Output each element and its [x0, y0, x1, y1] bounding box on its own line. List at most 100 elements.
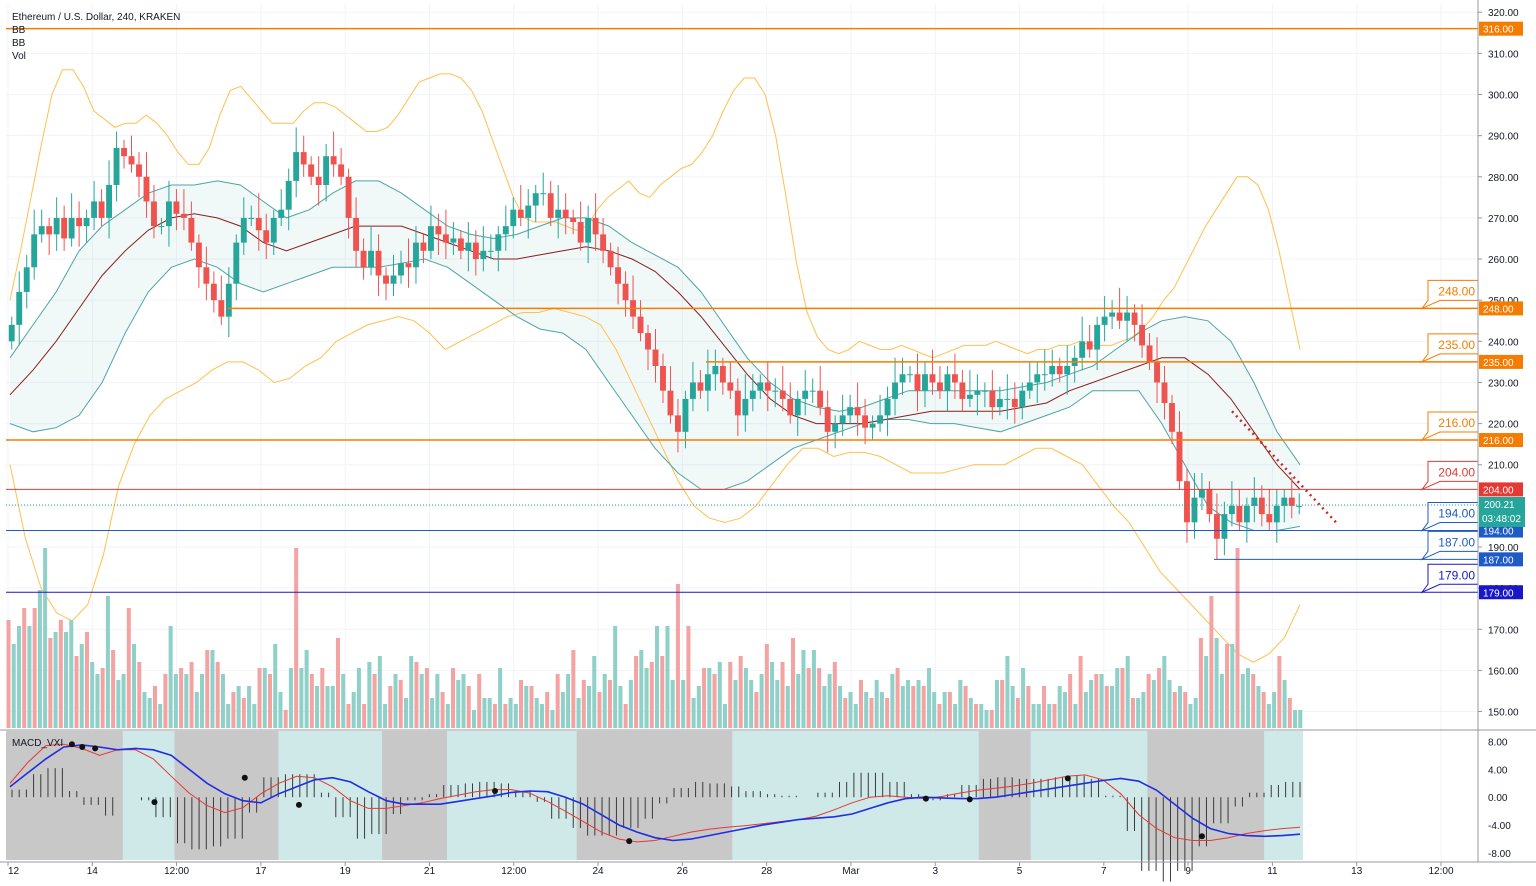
volume-bar: [1010, 686, 1015, 728]
candle-body: [1086, 341, 1093, 350]
candle-body: [143, 176, 150, 202]
candle-body: [113, 147, 120, 185]
candle-body: [951, 374, 958, 383]
candle-body: [413, 242, 419, 268]
candle-body: [839, 415, 846, 424]
volume-bar: [1089, 680, 1094, 728]
volume-bar: [775, 680, 780, 728]
time-tick-label: 7: [1101, 866, 1107, 877]
volume-bar: [1256, 686, 1261, 728]
candle-body: [622, 283, 629, 301]
volume-bar: [864, 692, 869, 728]
time-tick-label: 19: [340, 866, 352, 877]
volume-bar: [550, 710, 555, 728]
candle-body: [1116, 312, 1123, 321]
candle-body: [540, 193, 547, 195]
candle-body: [1206, 489, 1213, 515]
volume-bar: [749, 680, 754, 728]
volume-bar: [529, 686, 534, 728]
candle-body: [46, 226, 53, 235]
current-price-text: 200.21: [1484, 500, 1515, 511]
candle-body: [91, 201, 98, 218]
volume-bar: [1198, 638, 1203, 728]
legend-bb-1: BB: [12, 25, 26, 36]
bb-inner-upper: [9, 180, 1301, 465]
volume-bar: [738, 656, 743, 728]
volume-bar: [953, 704, 958, 728]
volume-bar: [759, 674, 764, 728]
volume-bar: [419, 674, 424, 728]
macd-cross-dot: [492, 787, 499, 794]
volume-bar: [79, 644, 84, 728]
volume-bar: [984, 710, 989, 728]
volume-bar: [1146, 674, 1151, 728]
candle-body: [757, 382, 764, 391]
price-badge-bg: [1479, 21, 1523, 36]
time-tick-label: 11: [1267, 866, 1278, 877]
volume-bar: [1047, 704, 1052, 728]
candle-body: [330, 156, 337, 165]
volume-bar: [885, 698, 890, 728]
candle-body: [225, 283, 232, 317]
volume-bar: [555, 674, 560, 728]
time-tick-label: 24: [592, 866, 604, 877]
candle-body: [158, 226, 165, 228]
candle-body: [255, 217, 262, 231]
volume-bar: [377, 656, 382, 728]
time-tick-label: 12: [8, 866, 20, 877]
candle-body: [966, 394, 973, 399]
volume-bar: [1183, 692, 1188, 728]
price-tick-label: 240.00: [1488, 337, 1519, 348]
volume-bar: [487, 698, 492, 728]
price-tick-label: 260.00: [1488, 255, 1519, 266]
volume-bar: [1141, 692, 1146, 728]
volume-bar: [1136, 698, 1141, 728]
candle-body: [959, 382, 966, 399]
volume-bar: [581, 680, 586, 728]
price-badge-bg: [1479, 552, 1523, 567]
volume-bar: [1251, 674, 1256, 728]
macd-cross-dot: [922, 795, 929, 802]
candle-body: [203, 267, 210, 284]
volume-bar: [675, 584, 680, 728]
candle-body: [1184, 481, 1190, 523]
candle-body: [929, 374, 936, 383]
volume-bar: [471, 710, 476, 728]
volume-bar: [398, 680, 403, 728]
candle-body: [323, 156, 330, 185]
volume-bar: [1157, 668, 1162, 728]
price-badge-text: 216.00: [1483, 436, 1514, 447]
macd-gray-region: [174, 731, 279, 860]
volume-bar: [1021, 668, 1026, 728]
time-tick-label: 9: [1185, 866, 1191, 877]
candle-body: [472, 242, 479, 260]
volume-bar: [1005, 656, 1010, 728]
candle-body: [697, 382, 704, 391]
volume-bar: [215, 662, 220, 728]
candle-body: [1139, 324, 1146, 346]
volume-bar: [205, 650, 210, 728]
volume-bar: [1094, 674, 1099, 728]
volume-bar: [6, 620, 11, 728]
volume-bar: [879, 692, 884, 728]
volume-bar: [58, 620, 63, 728]
volume-bar: [294, 548, 299, 728]
volume-bar: [1219, 674, 1224, 728]
volume-bar: [1036, 704, 1041, 728]
callout-text: 235.00: [1438, 338, 1475, 352]
volume-bar: [1000, 680, 1005, 728]
candle-body: [727, 382, 734, 391]
volume-bar: [566, 674, 571, 728]
volume-bar: [874, 680, 879, 728]
volume-bar: [780, 662, 785, 728]
callout-text: 216.00: [1438, 416, 1475, 430]
candle-body: [1034, 374, 1041, 383]
volume-bar: [838, 686, 843, 728]
volume-bar: [1104, 686, 1109, 728]
candle-body: [263, 230, 270, 243]
volume-bar: [116, 680, 121, 728]
candle-body: [1026, 382, 1033, 391]
volume-bar: [597, 692, 602, 728]
volume-bar: [900, 686, 905, 728]
